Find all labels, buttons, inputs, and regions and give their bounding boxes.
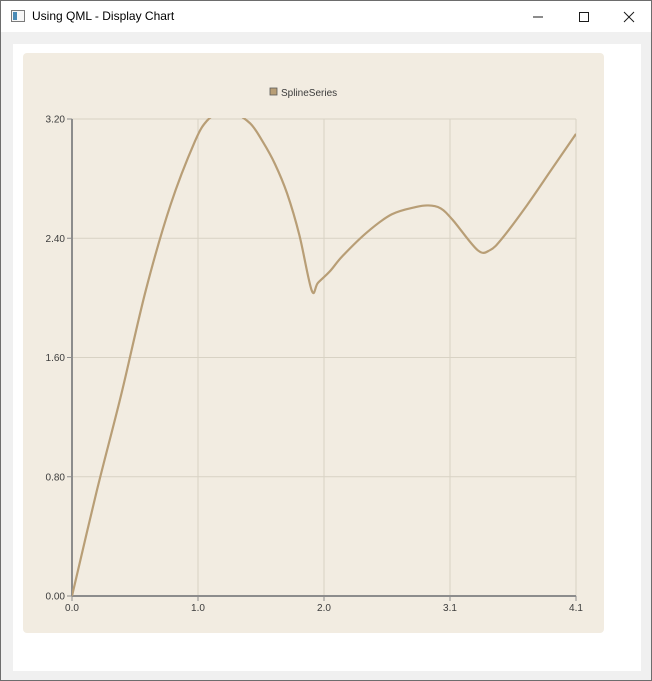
maximize-button[interactable] [561,1,607,32]
close-button[interactable] [606,1,652,32]
x-tick-label: 4.1 [569,603,583,614]
minimize-icon [533,16,543,17]
x-tick-label: 2.0 [317,603,331,614]
maximize-icon [579,11,589,22]
chart-background [23,53,604,633]
legend-label-splineseries: SplineSeries [281,88,337,99]
y-tick-label: 3.20 [46,115,66,126]
close-icon [623,11,635,22]
x-tick-label: 3.1 [443,603,457,614]
series-line-splineseries [72,118,576,597]
spline-chart[interactable]: 0.0 1.0 2.0 3.1 4.1 0.00 0.80 1.60 2.40 3.20 Spli… [13,44,641,671]
content-area: 0.0 1.0 2.0 3.1 4.1 0.00 0.80 1.60 2.40 3.20 Spli… [13,44,641,671]
x-tick-label: 0.0 [65,603,79,614]
minimize-button[interactable] [515,1,561,32]
y-tick-label: 0.00 [46,592,66,603]
legend: SplineSeries [269,87,337,99]
y-tick-label: 0.80 [46,472,66,483]
legend-marker-splineseries [269,87,278,96]
y-tick-label: 2.40 [46,234,66,245]
tick-label-layer: 0.0 1.0 2.0 3.1 4.1 0.00 0.80 1.60 2.40 3.20 [46,115,584,615]
x-tick-label: 1.0 [191,603,205,614]
title-bar[interactable]: Using QML - Display Chart [1,1,651,32]
window-title: Using QML - Display Chart [32,9,175,23]
axis-layer [67,118,577,601]
series-layer [72,118,576,597]
y-tick-label: 1.60 [46,353,66,364]
app-window-icon [11,10,25,22]
